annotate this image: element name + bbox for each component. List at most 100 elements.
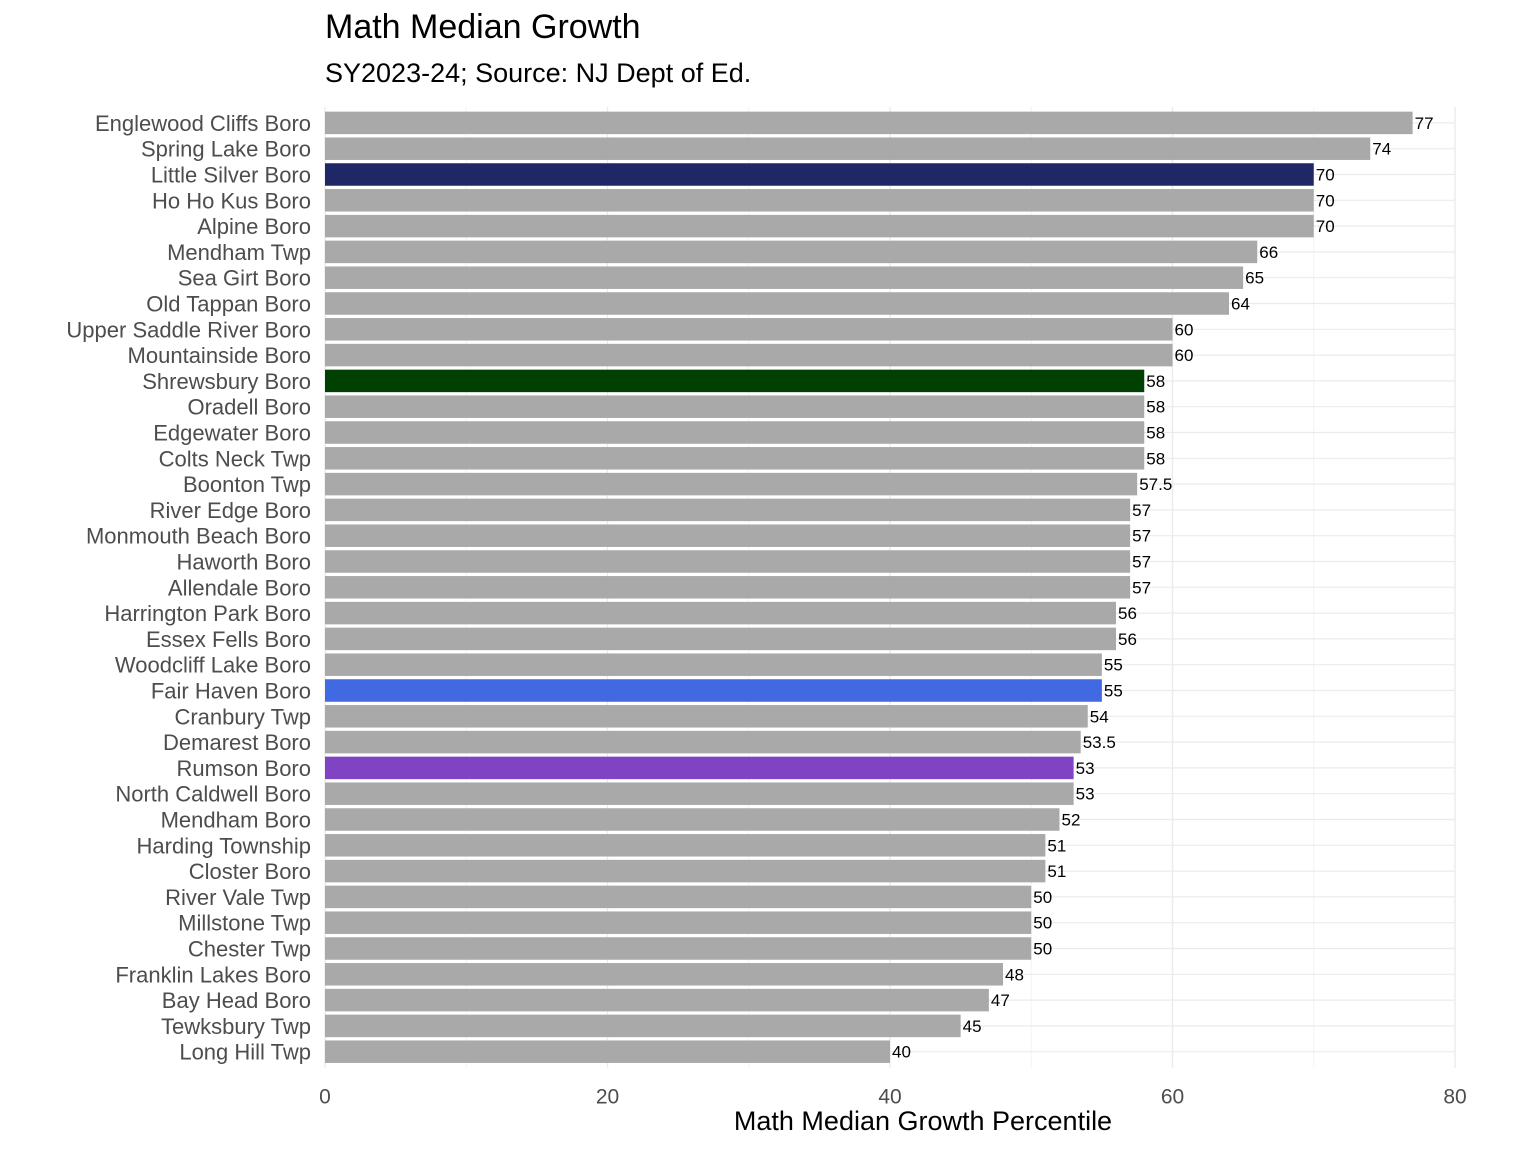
value-label-river-edge-boro: 57	[1132, 501, 1151, 520]
category-label-colts-neck-twp: Colts Neck Twp	[159, 446, 311, 471]
value-label-alpine-boro: 70	[1316, 217, 1335, 236]
category-label-river-vale-twp: River Vale Twp	[165, 885, 311, 910]
value-label-essex-fells-boro: 56	[1118, 630, 1137, 649]
x-tick-label-60: 60	[1161, 1086, 1184, 1109]
category-label-allendale-boro: Allendale Boro	[168, 575, 311, 600]
category-label-bay-head-boro: Bay Head Boro	[162, 988, 311, 1013]
bar-demarest-boro	[325, 730, 1081, 754]
category-label-demarest-boro: Demarest Boro	[163, 730, 311, 755]
bar-shrewsbury-boro	[325, 369, 1145, 393]
bar-bay-head-boro	[325, 988, 989, 1012]
bar-closter-boro	[325, 859, 1046, 883]
bar-river-edge-boro	[325, 498, 1131, 522]
category-label-old-tappan-boro: Old Tappan Boro	[146, 292, 311, 317]
value-label-upper-saddle-river-boro: 60	[1175, 320, 1194, 339]
bar-sea-girt-boro	[325, 266, 1244, 289]
category-label-ho-ho-kus-boro: Ho Ho Kus Boro	[152, 188, 311, 213]
category-label-essex-fells-boro: Essex Fells Boro	[146, 627, 311, 652]
category-label-rumson-boro: Rumson Boro	[176, 756, 311, 781]
category-label-long-hill-twp: Long Hill Twp	[179, 1040, 311, 1065]
bar-edgewater-boro	[325, 421, 1145, 444]
bars	[325, 111, 1413, 1063]
category-label-shrewsbury-boro: Shrewsbury Boro	[142, 369, 311, 394]
category-label-millstone-twp: Millstone Twp	[178, 911, 311, 936]
value-label-colts-neck-twp: 58	[1146, 449, 1165, 468]
bar-colts-neck-twp	[325, 447, 1145, 470]
category-label-edgewater-boro: Edgewater Boro	[153, 421, 311, 446]
value-label-tewksbury-twp: 45	[963, 1017, 982, 1036]
category-label-sea-girt-boro: Sea Girt Boro	[178, 266, 311, 291]
value-label-monmouth-beach-boro: 57	[1132, 527, 1151, 546]
category-label-chester-twp: Chester Twp	[188, 937, 311, 962]
bar-monmouth-beach-boro	[325, 524, 1131, 547]
category-label-englewood-cliffs-boro: Englewood Cliffs Boro	[95, 111, 311, 136]
value-label-river-vale-twp: 50	[1033, 888, 1052, 907]
bar-millstone-twp	[325, 911, 1032, 934]
bar-tewksbury-twp	[325, 1014, 961, 1038]
category-label-oradell-boro: Oradell Boro	[187, 395, 311, 420]
x-tick-label-20: 20	[596, 1086, 619, 1109]
bar-old-tappan-boro	[325, 292, 1229, 315]
category-label-mendham-boro: Mendham Boro	[161, 808, 311, 833]
category-label-woodcliff-lake-boro: Woodcliff Lake Boro	[115, 653, 311, 678]
bar-essex-fells-boro	[325, 627, 1116, 651]
bar-franklin-lakes-boro	[325, 963, 1003, 986]
category-label-closter-boro: Closter Boro	[189, 859, 311, 884]
bar-allendale-boro	[325, 576, 1131, 599]
bar-chester-twp	[325, 937, 1032, 960]
bar-long-hill-twp	[325, 1040, 890, 1063]
value-label-woodcliff-lake-boro: 55	[1104, 656, 1123, 675]
category-label-spring-lake-boro: Spring Lake Boro	[141, 137, 311, 162]
value-label-long-hill-twp: 40	[892, 1043, 911, 1062]
chart-subtitle: SY2023-24; Source: NJ Dept of Ed.	[325, 58, 752, 88]
category-label-alpine-boro: Alpine Boro	[197, 214, 311, 239]
value-label-englewood-cliffs-boro: 77	[1415, 114, 1434, 133]
value-label-fair-haven-boro: 55	[1104, 682, 1123, 701]
category-label-upper-saddle-river-boro: Upper Saddle River Boro	[66, 317, 311, 342]
bar-harding-township	[325, 834, 1046, 857]
value-labels: 77 74 70 70 70 66 65 64 60 60 58 58 58 58 57.5 57 57 57 57…	[892, 114, 1434, 1062]
x-tick-label-80: 80	[1443, 1086, 1466, 1109]
bar-spring-lake-boro	[325, 137, 1371, 160]
value-label-mountainside-boro: 60	[1175, 346, 1194, 365]
value-label-harding-township: 51	[1047, 836, 1066, 855]
value-label-north-caldwell-boro: 53	[1076, 785, 1095, 804]
value-label-sea-girt-boro: 65	[1245, 269, 1264, 288]
value-label-edgewater-boro: 58	[1146, 424, 1165, 443]
value-label-oradell-boro: 58	[1146, 398, 1165, 417]
category-label-cranbury-twp: Cranbury Twp	[174, 704, 311, 729]
category-label-north-caldwell-boro: North Caldwell Boro	[115, 782, 311, 807]
category-label-tewksbury-twp: Tewksbury Twp	[161, 1014, 311, 1039]
value-label-bay-head-boro: 47	[991, 991, 1010, 1010]
value-label-allendale-boro: 57	[1132, 578, 1151, 597]
bar-harrington-park-boro	[325, 601, 1116, 625]
value-label-spring-lake-boro: 74	[1372, 140, 1391, 159]
x-axis-label: Math Median Growth Percentile	[734, 1106, 1112, 1136]
bar-mendham-twp	[325, 240, 1258, 264]
bar-mountainside-boro	[325, 343, 1173, 367]
value-label-cranbury-twp: 54	[1090, 707, 1109, 726]
value-label-shrewsbury-boro: 58	[1146, 372, 1165, 391]
x-tick-label-0: 0	[319, 1086, 331, 1109]
bar-north-caldwell-boro	[325, 782, 1074, 805]
bar-englewood-cliffs-boro	[325, 111, 1413, 135]
category-label-haworth-boro: Haworth Boro	[176, 550, 311, 575]
value-label-haworth-boro: 57	[1132, 553, 1151, 572]
bar-little-silver-boro	[325, 163, 1314, 186]
bar-woodcliff-lake-boro	[325, 653, 1102, 676]
value-label-old-tappan-boro: 64	[1231, 295, 1250, 314]
category-label-river-edge-boro: River Edge Boro	[150, 498, 311, 523]
value-label-mendham-boro: 52	[1062, 811, 1081, 830]
category-label-monmouth-beach-boro: Monmouth Beach Boro	[86, 524, 311, 549]
category-label-harding-township: Harding Township	[137, 833, 311, 858]
bar-haworth-boro	[325, 550, 1131, 573]
chart-title: Math Median Growth	[325, 8, 641, 46]
value-label-ho-ho-kus-boro: 70	[1316, 191, 1335, 210]
category-label-fair-haven-boro: Fair Haven Boro	[151, 679, 311, 704]
value-label-boonton-twp: 57.5	[1139, 475, 1172, 494]
x-axis-ticks: 0 20 40 60 80	[319, 1086, 1467, 1109]
category-label-mendham-twp: Mendham Twp	[167, 240, 311, 265]
bar-river-vale-twp	[325, 885, 1032, 909]
